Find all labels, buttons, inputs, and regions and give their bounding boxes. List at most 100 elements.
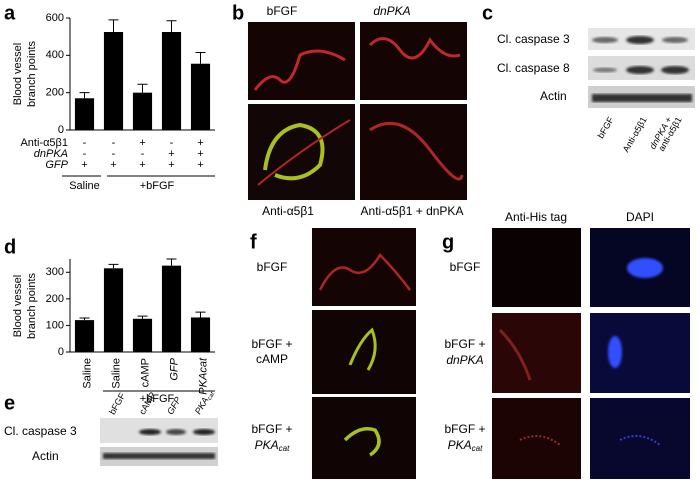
bar — [103, 268, 124, 352]
row-label: Cl. caspase 3 — [497, 32, 570, 46]
micrograph-grid — [492, 228, 690, 479]
y-tick-label: 0 — [58, 124, 64, 136]
condition-label: Anti-α5β1 — [20, 137, 68, 149]
condition-value: - — [170, 137, 174, 149]
column-label: DAPI — [626, 210, 654, 224]
label-subscript: cat — [279, 444, 290, 453]
row-label: bFGF + — [444, 422, 485, 436]
error-bar — [137, 315, 148, 319]
column-label: Anti-α5β1 — [621, 115, 649, 154]
y-axis-label: Blood vessel — [12, 43, 24, 105]
x-tick-label: PKAcat — [197, 357, 209, 395]
label-part: PKA — [255, 438, 279, 452]
row-label: bFGF + — [444, 337, 485, 351]
error-bar — [108, 19, 119, 32]
column-label: bFGF — [107, 391, 127, 416]
condition-value: - — [83, 148, 87, 160]
error-bar — [195, 311, 206, 318]
panel-label: e — [4, 392, 15, 414]
group-label: +bFGF — [140, 393, 175, 405]
row-label: Actin — [540, 89, 567, 103]
condition-value: - — [141, 148, 145, 160]
row-label: cAMP — [256, 352, 288, 366]
column-label: bFGF — [267, 4, 298, 18]
condition-label: dnPKA — [34, 148, 68, 160]
column-label: dnPKA — [373, 4, 410, 18]
y-tick-label: 100 — [46, 319, 64, 331]
error-bar — [166, 258, 177, 266]
condition-value: + — [81, 159, 87, 171]
row-label: bFGF — [257, 260, 288, 274]
western-blot — [100, 418, 218, 466]
y-tick-label: 300 — [46, 266, 64, 278]
condition-value: + — [197, 137, 203, 149]
column-label: Anti-α5β1 — [262, 204, 314, 218]
error-bar — [166, 20, 177, 32]
y-axis-label: Blood vessel — [12, 275, 24, 337]
x-tick-label: cAMP — [139, 358, 151, 387]
row-label: Actin — [32, 449, 59, 463]
panel-label: a — [4, 2, 16, 24]
label-subscript: cat — [472, 444, 483, 453]
row-label: PKAcat — [448, 438, 483, 453]
micrograph-grid — [248, 22, 467, 200]
bar — [74, 98, 95, 130]
panel-label: d — [4, 236, 16, 258]
condition-value: - — [83, 137, 87, 149]
condition-value: + — [139, 159, 145, 171]
row-label: Cl. caspase 3 — [4, 424, 77, 438]
error-bar — [79, 92, 90, 99]
x-tick-label: Saline — [81, 358, 93, 389]
y-tick-label: 0 — [58, 346, 64, 358]
condition-value: - — [112, 137, 116, 149]
x-tick-label: GFP — [168, 357, 180, 380]
condition-value: - — [112, 148, 116, 160]
condition-value: + — [110, 159, 116, 171]
condition-value: + — [197, 159, 203, 171]
bar — [132, 92, 153, 130]
micrograph-column — [312, 228, 416, 479]
column-label: Anti-α5β1 + dnPKA — [361, 204, 464, 218]
condition-value: + — [139, 137, 145, 149]
row-label: bFGF + — [251, 422, 292, 436]
error-bar — [137, 83, 148, 93]
y-tick-label: 400 — [46, 49, 64, 61]
label-subscript: cat — [207, 391, 216, 401]
bar — [190, 317, 211, 352]
bar — [161, 265, 182, 352]
condition-label: GFP — [45, 159, 68, 171]
y-axis-label: branch points — [26, 272, 38, 339]
bar — [103, 32, 124, 130]
error-bar — [108, 263, 119, 269]
error-bar — [79, 317, 90, 321]
row-label: dnPKA — [446, 353, 483, 367]
bar — [190, 63, 211, 130]
row-label: Cl. caspase 8 — [497, 61, 570, 75]
condition-value: + — [168, 159, 174, 171]
panel-label: c — [482, 2, 493, 24]
condition-value: + — [168, 148, 174, 160]
bar — [161, 32, 182, 130]
label-part: PKA — [448, 438, 472, 452]
panel-label: f — [250, 231, 257, 253]
bar — [132, 318, 153, 352]
column-label: Anti-His tag — [505, 210, 567, 224]
group-label: +bFGF — [140, 180, 175, 192]
row-label: PKAcat — [255, 438, 290, 453]
y-tick-label: 200 — [46, 293, 64, 305]
row-label: bFGF — [450, 260, 481, 274]
column-label: bFGF — [596, 115, 616, 140]
row-label: bFGF + — [251, 337, 292, 351]
y-axis-label: branch points — [26, 40, 38, 107]
error-bar — [195, 52, 206, 64]
panel-label: b — [232, 2, 244, 24]
y-tick-label: 600 — [46, 12, 64, 24]
western-blot — [588, 28, 695, 108]
panel-label: g — [442, 231, 454, 253]
condition-value: + — [197, 148, 203, 160]
bar — [74, 320, 95, 352]
x-tick-label: Saline — [110, 358, 122, 389]
group-label: Saline — [69, 180, 100, 192]
y-tick-label: 200 — [46, 87, 64, 99]
